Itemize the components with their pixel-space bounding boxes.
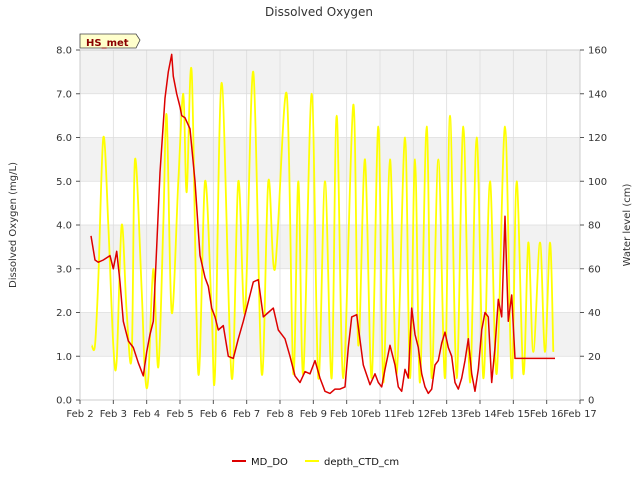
- y-tick-label: 6.0: [56, 133, 72, 144]
- y-tick-label: 2.0: [56, 308, 72, 319]
- site-label: HS_met: [86, 38, 129, 49]
- y2-tick-label: 80: [588, 221, 601, 232]
- x-tick-label: Feb 5: [166, 409, 193, 420]
- x-tick-label: Feb 4: [133, 409, 160, 420]
- y-tick-label: 4.0: [56, 221, 72, 232]
- y-tick-label: 8.0: [56, 46, 72, 57]
- y-tick-label: 5.0: [56, 177, 72, 188]
- x-tick-label: Feb 8: [266, 409, 293, 420]
- y-tick-label: 1.0: [56, 352, 72, 363]
- x-tick-label: Feb 15: [497, 409, 531, 420]
- x-tick-label: Feb 7: [233, 409, 260, 420]
- grid-band: [80, 50, 580, 94]
- x-tick-label: Feb 14: [463, 409, 497, 420]
- y2-tick-label: 60: [588, 264, 601, 275]
- y-tick-label: 7.0: [56, 89, 72, 100]
- x-tick-label: Feb 10: [330, 409, 364, 420]
- y2-tick-label: 160: [588, 46, 607, 57]
- x-tick-label: Feb 11: [363, 409, 397, 420]
- y2-tick-label: 0: [588, 396, 594, 407]
- y2-tick-label: 40: [588, 308, 601, 319]
- x-tick-label: Feb 9: [300, 409, 327, 420]
- chart-title: Dissolved Oxygen: [265, 5, 373, 19]
- x-tick-label: Feb 6: [200, 409, 227, 420]
- legend-label-depth: depth_CTD_cm: [324, 457, 399, 468]
- site-label-box: HS_met: [79, 33, 141, 49]
- grid-band: [80, 137, 580, 182]
- site-label-badge: [79, 33, 141, 49]
- y2-tick-label: 140: [588, 89, 607, 100]
- y2-axis-title: Water level (cm): [622, 184, 633, 267]
- y-axis-ticks: 0.0 1.0 2.0 3.0 4.0 5.0 6.0 7.0 8.0: [56, 46, 80, 407]
- x-tick-label: Feb 17: [563, 409, 597, 420]
- x-tick-label: Feb 16: [530, 409, 564, 420]
- y-axis-title: Dissolved Oxygen (mg/L): [8, 162, 19, 288]
- y2-tick-label: 20: [588, 352, 601, 363]
- y-tick-label: 0.0: [56, 396, 72, 407]
- legend: MD_DO depth_CTD_cm: [232, 457, 399, 468]
- x-tick-label: Feb 13: [430, 409, 464, 420]
- y2-tick-label: 120: [588, 133, 607, 144]
- y-tick-label: 3.0: [56, 264, 72, 275]
- legend-label-md-do: MD_DO: [251, 457, 288, 468]
- x-tick-label: Feb 2: [66, 409, 93, 420]
- y2-axis-ticks: 0 20 40 60 80 100 120 140 160: [580, 46, 607, 407]
- x-axis-ticks: Feb 2 Feb 3 Feb 4 Feb 5 Feb 6 Feb 7 Feb 8 Feb 9…: [66, 400, 597, 420]
- series-layer: [90, 53, 555, 395]
- y2-tick-label: 100: [588, 177, 607, 188]
- x-tick-label: Feb 12: [397, 409, 431, 420]
- series-line-depth-ctd-cm: [90, 67, 555, 390]
- x-tick-label: Feb 3: [100, 409, 127, 420]
- series-line-md-do: [90, 53, 555, 395]
